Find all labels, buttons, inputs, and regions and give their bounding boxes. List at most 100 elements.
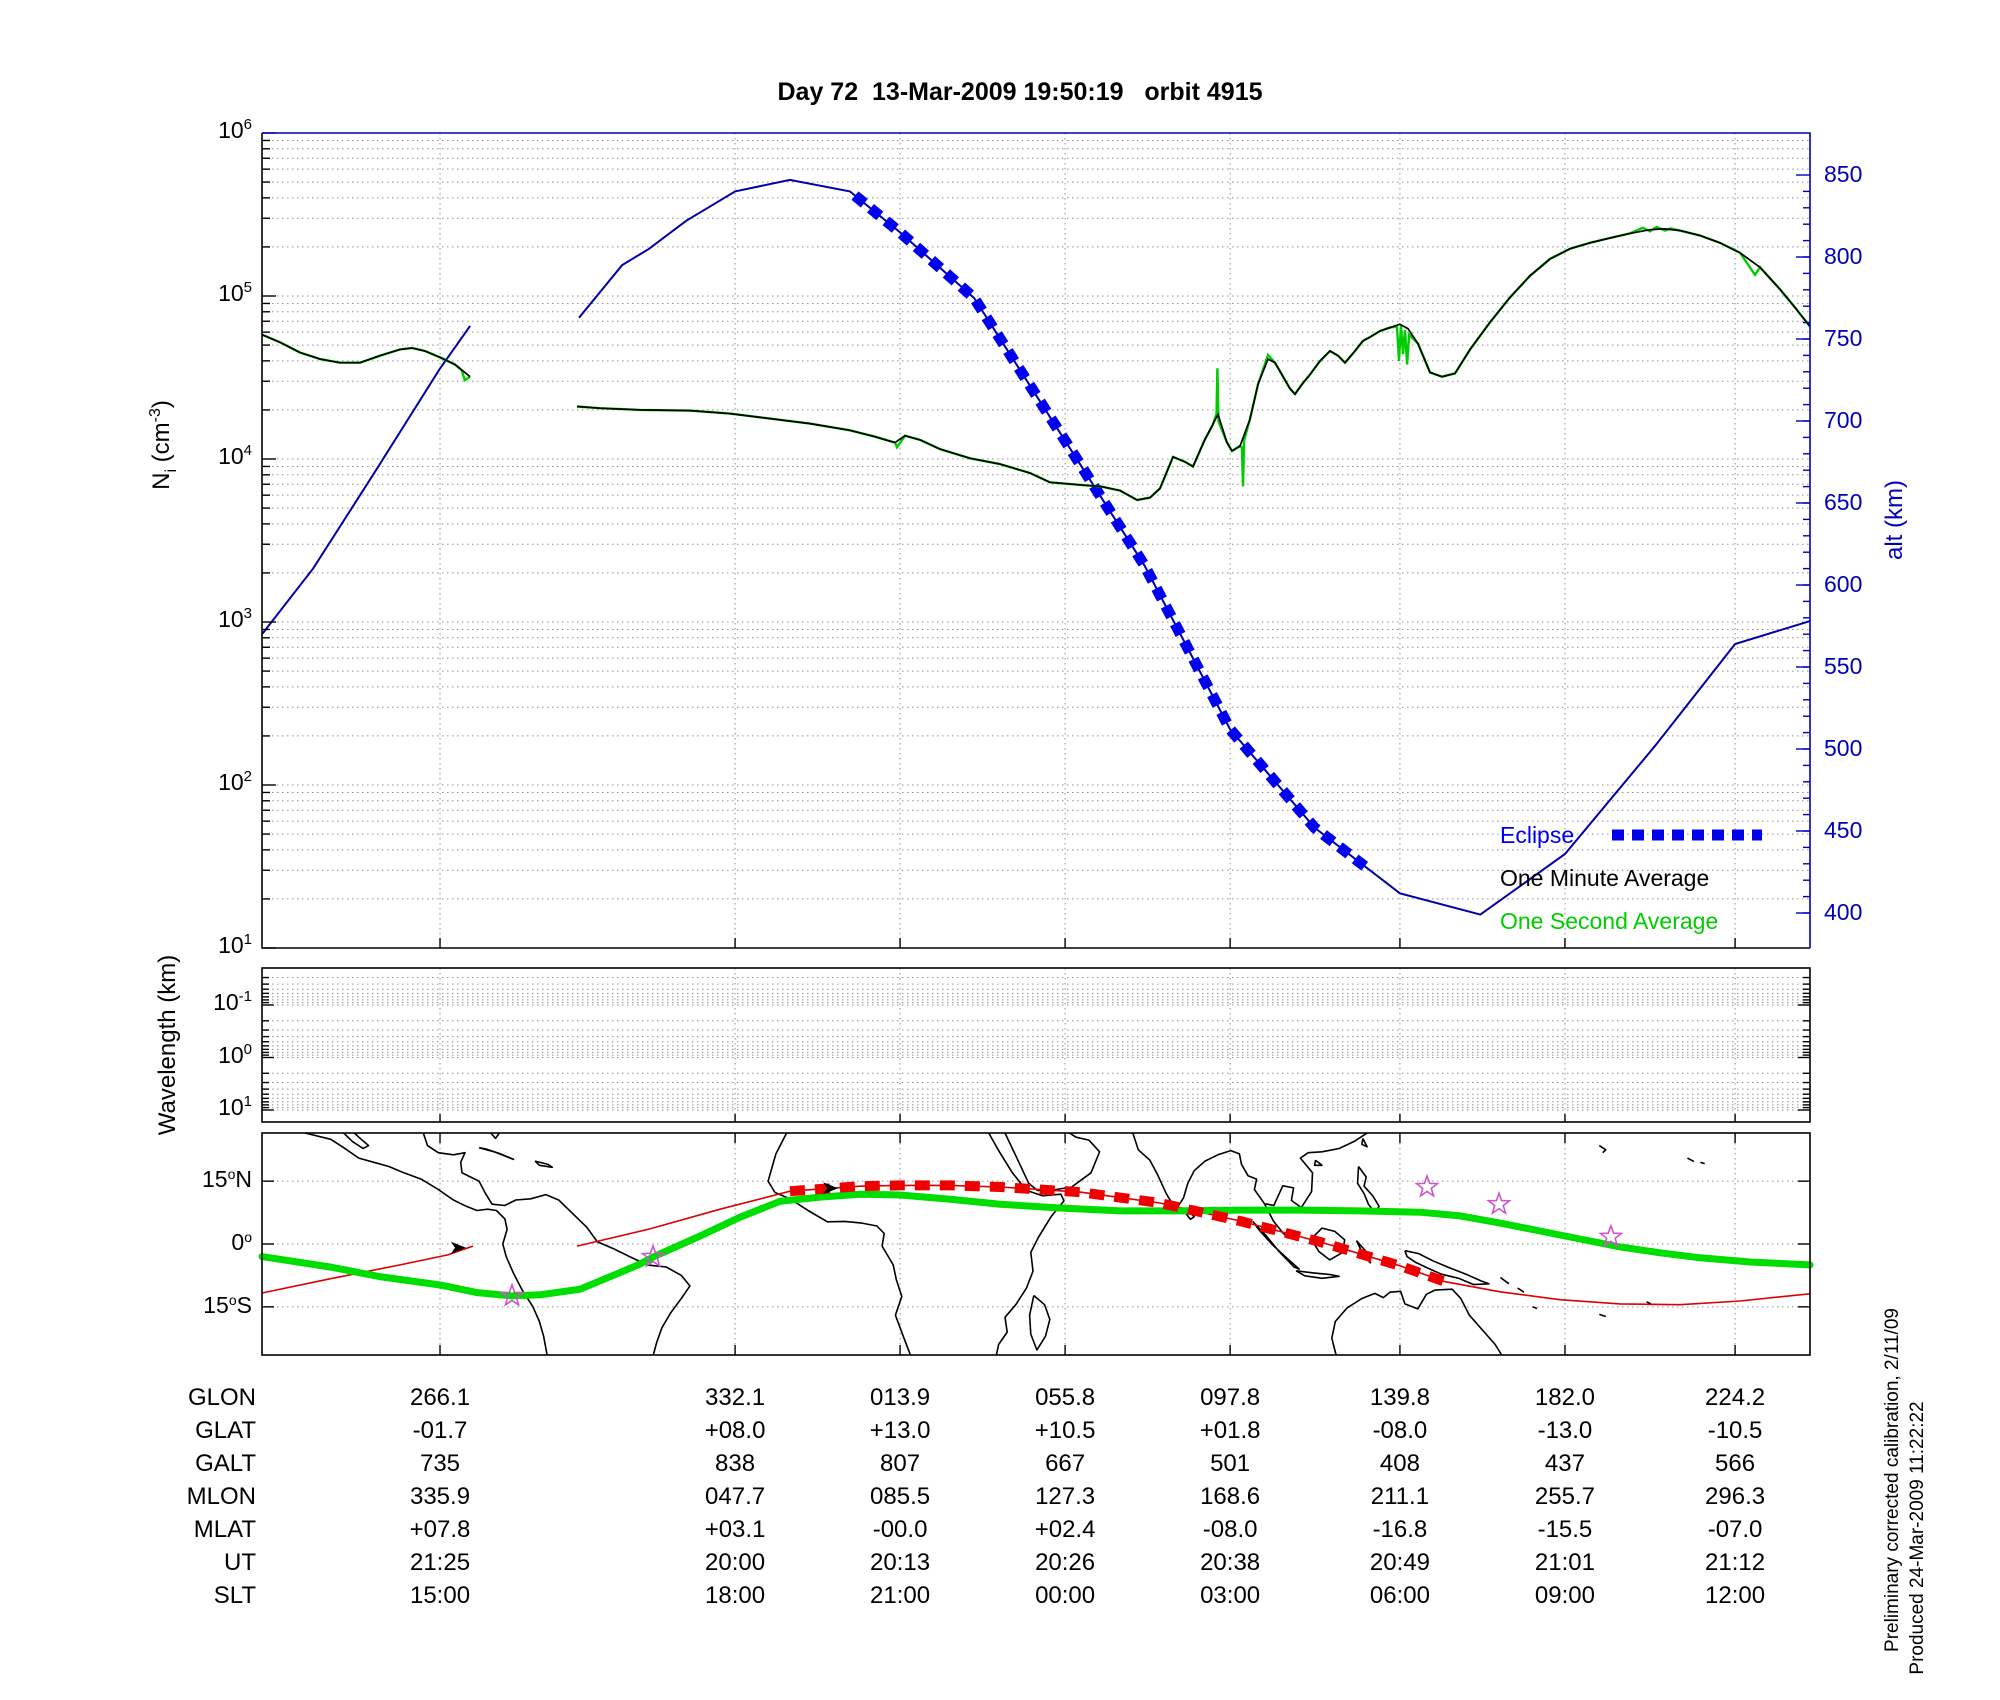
table-cell: 566: [1715, 1450, 1756, 1477]
table-cell: -13.0: [1537, 1417, 1593, 1444]
table-cell: 838: [715, 1450, 756, 1477]
altitude-curve: [261, 325, 471, 635]
ni-axis-label: Ni (cm-3): [147, 400, 180, 490]
coastline: [1687, 1157, 1695, 1163]
degree-symbol: o: [228, 1291, 237, 1308]
table-cell: -08.0: [1202, 1516, 1258, 1543]
table-cell: 335.9: [409, 1483, 471, 1510]
ground-track-line: [258, 1190, 1814, 1300]
table-cell: 437: [1544, 1450, 1585, 1477]
exponent: 2: [243, 768, 252, 785]
table-cell: 047.7: [705, 1483, 766, 1510]
side-note-produced: Produced 24-Mar-2009 11:22:22: [1907, 1401, 1928, 1675]
magnetic-equator-line: [261, 1245, 474, 1294]
table-cell: 139.8: [1369, 1384, 1430, 1411]
table-cell: +08.0: [704, 1417, 766, 1444]
table-cell: +03.1: [704, 1516, 766, 1543]
table-cell: 09:00: [1534, 1582, 1595, 1609]
exponent: 5: [243, 279, 252, 296]
page-title: Day 72 13-Mar-2009 19:50:19 orbit 4915: [777, 78, 1263, 106]
table-cell: 21:00: [870, 1582, 931, 1609]
eclipse-track-dashes: [789, 1180, 1447, 1287]
table-cell: 18:00: [705, 1582, 766, 1609]
coastline: [422, 1132, 691, 1356]
table-cell: 20:49: [1369, 1549, 1430, 1576]
table-row-label: GLAT: [195, 1417, 256, 1444]
exponent: -1: [238, 988, 252, 1005]
eclipse-altitude-dashes: [851, 191, 1372, 874]
ni-tick-label: 103: [218, 605, 252, 632]
alt-tick-label: 400: [1824, 899, 1863, 925]
coastline: [1356, 1166, 1380, 1214]
exponent: 6: [243, 116, 252, 133]
table-cell: 055.8: [1035, 1384, 1096, 1411]
coastline: [1517, 1287, 1525, 1293]
table-cell: 03:00: [1200, 1582, 1261, 1609]
coastline: [1700, 1161, 1705, 1165]
alt-tick-label: 450: [1824, 817, 1863, 843]
table-row-label: MLON: [186, 1483, 256, 1510]
panel1-frame-blue: [262, 132, 1811, 948]
table-cell: 224.2: [1705, 1384, 1766, 1411]
alt-tick-label: 600: [1824, 571, 1863, 597]
alt-tick-label: 550: [1824, 653, 1863, 679]
coastline: [1252, 1220, 1300, 1270]
event-star-marker: [1486, 1190, 1512, 1216]
table-cell: 332.1: [705, 1384, 766, 1411]
table-cell: +13.0: [869, 1417, 931, 1444]
table-cell: 21:25: [409, 1549, 471, 1576]
table-cell: 20:38: [1200, 1549, 1261, 1576]
alt-tick-label: 650: [1824, 489, 1863, 515]
table-cell: 21:12: [1705, 1549, 1766, 1576]
coastline: [1499, 1276, 1510, 1285]
coastline: [1404, 1249, 1490, 1286]
map-frame: [261, 1132, 1811, 1356]
table-cell: 667: [1045, 1450, 1086, 1477]
superscript: -3: [147, 408, 164, 423]
table-cell: 296.3: [1705, 1483, 1766, 1510]
ni-tick-label: 106: [218, 116, 252, 143]
map-lat-label: 15oS: [203, 1291, 252, 1318]
alt-tick-label: 700: [1824, 407, 1863, 433]
degree-symbol: o: [227, 1166, 236, 1183]
ni-tick-label: 104: [218, 442, 252, 469]
table-row-label: UT: [224, 1549, 256, 1576]
table-cell: 501: [1210, 1450, 1251, 1477]
table-cell: +07.8: [409, 1516, 471, 1543]
table-cell: 06:00: [1369, 1582, 1430, 1609]
legend-label-eclipse: Eclipse: [1500, 822, 1575, 848]
table-cell: 735: [419, 1450, 461, 1477]
table-cell: -08.0: [1372, 1417, 1428, 1444]
map-lat-label: 0o: [231, 1229, 252, 1255]
coastline: [478, 1146, 515, 1161]
table-cell: 127.3: [1035, 1483, 1096, 1510]
table-cell: 168.6: [1200, 1483, 1261, 1510]
alt-tick-label: 850: [1824, 161, 1863, 187]
event-star-marker: [1414, 1173, 1440, 1198]
legend-label-one-minute-average: One Minute Average: [1500, 865, 1710, 891]
table-cell: 266.1: [409, 1384, 471, 1411]
coastline: [490, 1132, 501, 1140]
coastline: [304, 1132, 548, 1356]
exponent: 0: [243, 1040, 252, 1058]
table-cell: 408: [1379, 1450, 1420, 1477]
degree-symbol: o: [244, 1229, 252, 1245]
event-star-marker: [499, 1282, 525, 1307]
table-cell: 211.1: [1370, 1483, 1430, 1510]
table-cell: 00:00: [1035, 1582, 1096, 1609]
ni-tick-label: 102: [218, 768, 252, 795]
event-star-marker: [1598, 1223, 1624, 1248]
ni-tick-label: 105: [218, 279, 252, 306]
table-cell: -00.0: [872, 1516, 928, 1543]
coastline: [534, 1160, 554, 1169]
table-cell: -15.5: [1537, 1516, 1593, 1543]
coastline: [1361, 1138, 1368, 1148]
table-cell: 21:01: [1534, 1549, 1595, 1576]
table-cell: +10.5: [1034, 1417, 1096, 1444]
exponent: 1: [243, 931, 252, 948]
table-cell: +01.8: [1199, 1417, 1261, 1444]
wavelength-tick-label: 10-1: [213, 988, 252, 1015]
coastline: [1313, 1159, 1323, 1167]
track-arrow-marker: [823, 1182, 839, 1195]
table-cell: -01.7: [412, 1417, 468, 1444]
